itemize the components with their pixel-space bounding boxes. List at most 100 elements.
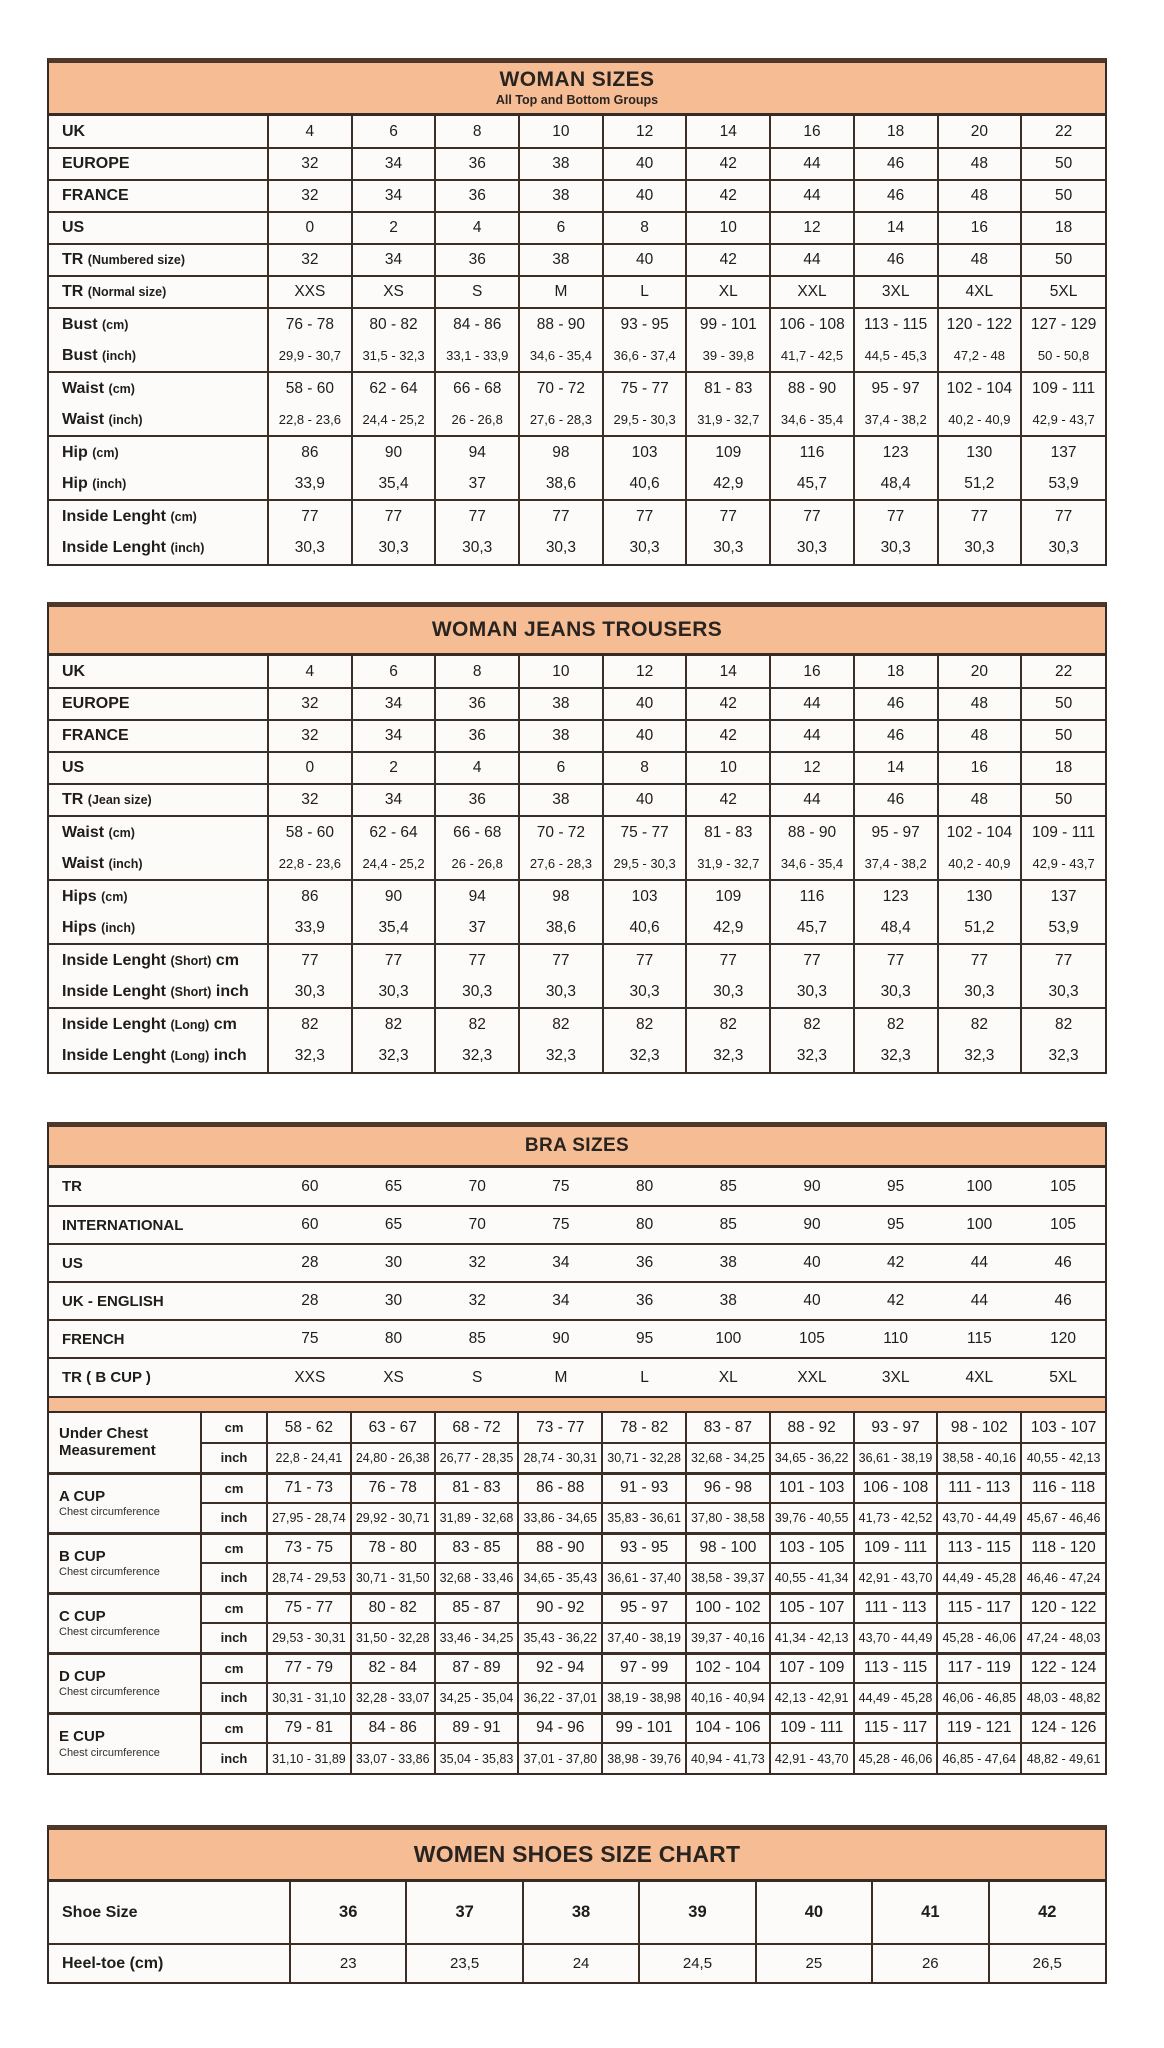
size-cell: 31,10 - 31,89 (266, 1742, 352, 1774)
size-cell: 35,83 - 36,61 (601, 1502, 687, 1534)
table-row: inch 22,8 - 24,41 24,80 - 26,38 26,77 - 28,… (49, 1442, 1106, 1474)
size-cell: 102 - 104 (684, 1651, 771, 1684)
size-cell: 2 (350, 211, 437, 245)
size-cell: 77 (601, 943, 688, 976)
size-cell: 113 - 115 (936, 1531, 1023, 1564)
size-cell: 75 - 77 (266, 1591, 352, 1624)
size-cell: 38 (518, 719, 604, 753)
size-cell: 44 (937, 1281, 1022, 1321)
size-cell: 18 (852, 115, 939, 149)
size-cell: 30,3 (769, 976, 855, 1009)
size-cell: 34,6 - 35,4 (769, 404, 855, 437)
size-cell: 66 - 68 (434, 815, 521, 848)
table-row: Waist (cm) 58 - 60 62 - 64 66 - 68 70 - 72 75… (48, 371, 1106, 404)
size-cell: 113 - 115 (852, 307, 939, 340)
size-cell: 33,9 (267, 912, 353, 945)
size-cell: 41,34 - 42,13 (768, 1622, 855, 1654)
size-cell: 100 (937, 1205, 1022, 1245)
cup-row-sublabel: Chest circumference (59, 1685, 160, 1698)
table-row: US 0 2 4 6 8 10 12 14 16 18 (48, 211, 1106, 245)
size-cell: 30,3 (685, 976, 772, 1009)
size-cell: 30,3 (267, 976, 353, 1009)
size-cell: 77 (267, 943, 353, 976)
size-cell: 24,5 (638, 1943, 757, 1983)
size-cell: 82 (1020, 1007, 1106, 1040)
size-cell: 32 (267, 783, 353, 817)
size-cell: 90 (519, 1319, 603, 1359)
size-cell: 66 - 68 (434, 371, 521, 404)
size-cell: 77 - 79 (266, 1651, 352, 1684)
size-cell: 36 (434, 243, 521, 277)
size-cell: 77 (936, 943, 1023, 976)
size-cell: 48 (936, 719, 1023, 753)
unit-cell: cm (200, 1591, 268, 1624)
size-cell: 99 - 101 (685, 307, 772, 340)
size-cell: 46 (1021, 1281, 1105, 1321)
size-cell: 34,6 - 35,4 (518, 340, 604, 373)
size-cell: 48,03 - 48,82 (1020, 1682, 1106, 1714)
row-label: Shoe Size (48, 1881, 291, 1945)
size-cell: 40 (601, 719, 688, 753)
size-cell: 44 (937, 1243, 1022, 1283)
size-cell: 46 (852, 783, 939, 817)
size-cell: 26,5 (987, 1943, 1107, 1983)
size-cell: 32 (267, 179, 353, 213)
size-cell: 38 (518, 243, 604, 277)
table-row: Under Chest Measurement cm 58 - 62 63 - 67 6… (48, 1411, 1106, 1474)
size-cell: 46 (852, 147, 939, 181)
size-cell: 100 (937, 1167, 1022, 1207)
size-cell: XL (686, 1357, 771, 1397)
size-cell: 82 (267, 1007, 353, 1040)
size-cell: 40,55 - 41,34 (768, 1562, 855, 1594)
size-cell: 30,3 (518, 532, 604, 565)
size-cell: 77 (518, 499, 604, 532)
size-cell: 40 (601, 179, 688, 213)
size-cell: 5XL (1021, 1357, 1105, 1397)
size-cell: 90 - 92 (517, 1591, 604, 1624)
size-cell: 38,58 - 39,37 (684, 1562, 771, 1594)
size-cell: 43,70 - 44,49 (936, 1502, 1023, 1534)
size-cell: 68 - 72 (433, 1411, 520, 1444)
size-cell: 89 - 91 (433, 1711, 520, 1744)
size-cell: 42 (685, 687, 772, 721)
size-cell: 77 (434, 499, 521, 532)
size-cell: 41 (871, 1881, 990, 1945)
size-cell: 130 (936, 435, 1023, 468)
size-cell: 38,98 - 39,76 (601, 1742, 687, 1774)
size-cell: 12 (769, 751, 855, 785)
size-cell: 53,9 (1020, 912, 1106, 945)
size-cell: 81 - 83 (433, 1471, 520, 1504)
size-cell: 82 (518, 1007, 604, 1040)
size-cell: XS (350, 275, 437, 309)
size-cell: 40,6 (601, 468, 688, 501)
size-cell: 44 (769, 179, 855, 213)
table-row: Inside Lenght (cm) 77 77 77 77 77 77 77 77 77 77 (48, 499, 1106, 532)
size-cell: 109 - 111 (768, 1711, 855, 1744)
size-cell: 75 - 77 (601, 815, 688, 848)
size-cell: 77 (936, 499, 1023, 532)
size-cell: 36,22 - 37,01 (517, 1682, 604, 1714)
size-cell: 36 (434, 783, 521, 817)
size-cell: 27,6 - 28,3 (518, 848, 604, 881)
size-cell: 98 - 102 (936, 1411, 1023, 1444)
size-cell: 32,3 (350, 1040, 437, 1073)
size-cell: 30,3 (1020, 976, 1106, 1009)
size-cell: 86 (267, 879, 353, 912)
size-cell: 27,95 - 28,74 (266, 1502, 352, 1534)
row-label: Heel-toe (cm) (48, 1943, 291, 1983)
size-cell: 62 - 64 (350, 371, 437, 404)
size-cell: 77 (350, 943, 437, 976)
row-label: EUROPE (48, 147, 269, 181)
size-cell: 48 (936, 179, 1023, 213)
size-cell: 24 (521, 1943, 641, 1983)
size-cell: 83 - 85 (433, 1531, 520, 1564)
size-cell: 70 - 72 (518, 371, 604, 404)
table-title: WOMAN SIZES (499, 68, 655, 91)
table-row: UK 4 6 8 10 12 14 16 18 20 22 (48, 655, 1106, 689)
size-cell: XXL (770, 1357, 854, 1397)
table-row: Bust (cm) 76 - 78 80 - 82 84 - 86 88 - 90 93 … (48, 307, 1106, 340)
size-cell: 37 (405, 1881, 524, 1945)
table-row: US 28 30 32 34 36 38 40 42 44 46 (49, 1243, 1105, 1283)
size-cell: 34 (350, 147, 437, 181)
size-cell: 44 (769, 783, 855, 817)
